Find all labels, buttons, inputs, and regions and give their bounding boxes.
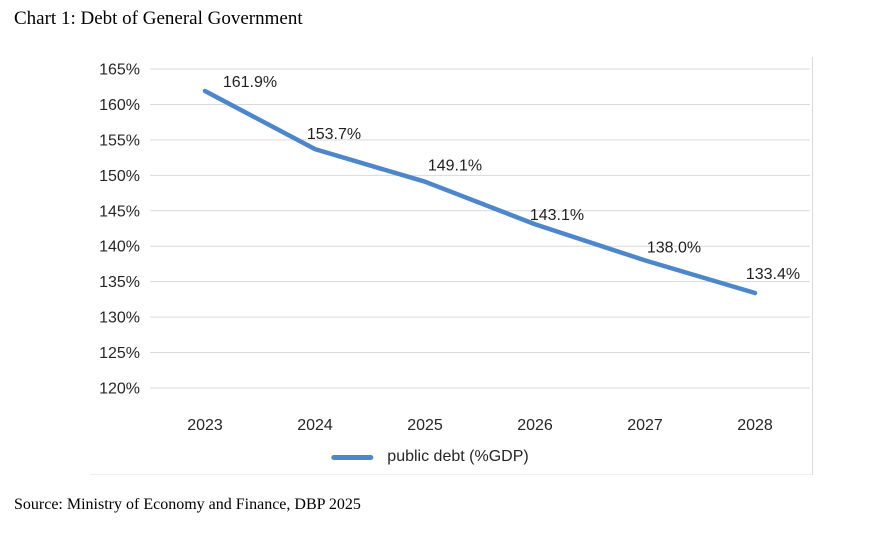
data-label: 133.4% (746, 266, 800, 283)
x-tick-label: 2027 (627, 417, 663, 434)
y-tick-label: 120% (99, 381, 140, 398)
y-tick-label: 145% (99, 203, 140, 220)
y-tick-label: 135% (99, 274, 140, 291)
legend-line-swatch-icon (331, 454, 374, 460)
y-tick-label: 150% (99, 168, 140, 185)
public-debt-line (202, 88, 758, 296)
x-tick-label: 2028 (737, 417, 773, 434)
x-tick-label: 2023 (187, 417, 223, 434)
y-tick-label: 165% (99, 62, 140, 79)
data-label: 143.1% (530, 207, 584, 224)
y-tick-label: 155% (99, 132, 140, 149)
y-tick-label: 125% (99, 345, 140, 362)
chart-title: Chart 1: Debt of General Government (14, 8, 303, 29)
y-tick-label: 130% (99, 310, 140, 327)
data-label: 149.1% (428, 158, 482, 175)
data-label: 161.9% (223, 74, 277, 91)
chart-area: 165% 160% 155% 150% 145% 140% 135% 130% 125% 120%… (90, 57, 813, 475)
y-tick-label: 160% (99, 97, 140, 114)
data-label: 138.0% (647, 239, 701, 256)
x-tick-label: 2026 (517, 417, 553, 434)
y-tick-label: 140% (99, 239, 140, 256)
source-note: Source: Ministry of Economy and Finance,… (14, 496, 361, 513)
legend-label: public debt (%GDP) (387, 448, 529, 465)
legend: public debt (%GDP) (331, 448, 529, 466)
x-tick-label: 2025 (407, 417, 443, 434)
data-label: 153.7% (307, 126, 361, 143)
x-tick-label: 2024 (297, 417, 333, 434)
line-chart-svg: 165% 160% 155% 150% 145% 140% 135% 130% 125% 120%… (99, 62, 810, 434)
